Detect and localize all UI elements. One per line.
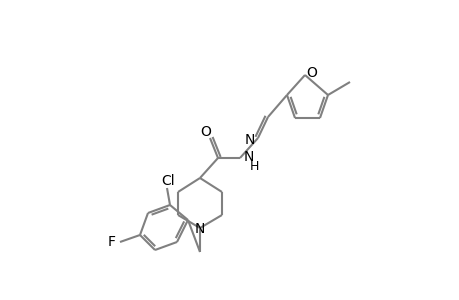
Text: O: O (200, 125, 211, 139)
Text: N: N (195, 222, 205, 236)
Text: Cl: Cl (161, 174, 174, 188)
Text: N: N (244, 133, 255, 147)
Text: F: F (108, 235, 116, 249)
Text: O: O (306, 66, 317, 80)
Text: N: N (243, 150, 254, 164)
Text: H: H (249, 160, 258, 172)
